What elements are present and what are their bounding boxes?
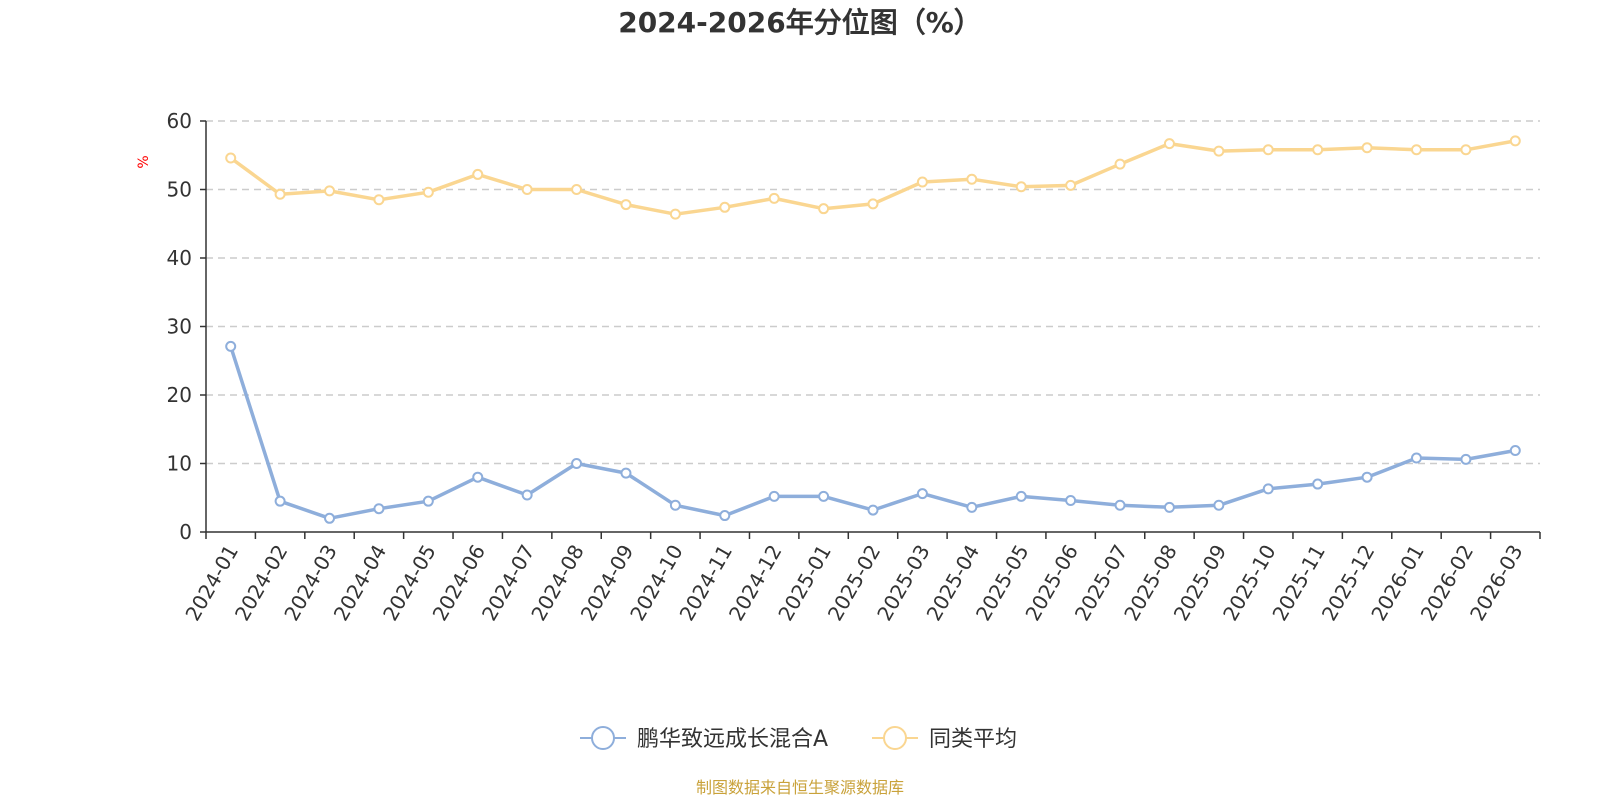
y-tick-label: 60 (167, 109, 192, 133)
legend[interactable]: 鹏华致远成长混合A 同类平均 (580, 726, 1017, 752)
data-point[interactable] (324, 512, 336, 524)
data-point[interactable] (1410, 144, 1422, 156)
data-point[interactable] (1361, 142, 1373, 154)
data-point[interactable] (225, 340, 237, 352)
data-point[interactable] (1065, 494, 1077, 506)
data-point[interactable] (818, 490, 830, 502)
data-point[interactable] (966, 173, 978, 185)
y-tick-label: 20 (167, 383, 192, 407)
series-line (229, 345, 1516, 521)
data-point[interactable] (916, 176, 928, 188)
data-point[interactable] (1213, 499, 1225, 511)
data-point[interactable] (324, 185, 336, 197)
data-point[interactable] (1312, 478, 1324, 490)
data-point[interactable] (669, 208, 681, 220)
data-point[interactable] (1163, 501, 1175, 513)
y-tick-label: 50 (167, 178, 192, 202)
data-point[interactable] (373, 503, 385, 515)
data-point[interactable] (1460, 144, 1472, 156)
legend-marker (883, 726, 907, 750)
data-point[interactable] (1410, 452, 1422, 464)
data-point[interactable] (818, 203, 830, 215)
data-point[interactable] (225, 152, 237, 164)
data-point[interactable] (867, 504, 879, 516)
data-point[interactable] (620, 467, 632, 479)
data-point[interactable] (768, 490, 780, 502)
gridlines (206, 120, 1540, 465)
data-point[interactable] (1114, 499, 1126, 511)
axes: 01020304050602024-012024-022024-032024-0… (167, 109, 1541, 625)
y-axis-unit: % (136, 155, 152, 168)
data-point[interactable] (719, 510, 731, 522)
data-point[interactable] (571, 458, 583, 469)
data-point[interactable] (521, 489, 533, 501)
data-point[interactable] (274, 495, 286, 507)
legend-label: 同类平均 (929, 727, 1017, 752)
data-point[interactable] (472, 471, 484, 483)
data-point[interactable] (1015, 181, 1027, 193)
data-point[interactable] (669, 499, 681, 511)
y-tick-label: 10 (167, 452, 192, 476)
data-point[interactable] (1163, 138, 1175, 150)
data-point[interactable] (1262, 483, 1274, 495)
data-point[interactable] (472, 168, 484, 180)
data-point[interactable] (1460, 453, 1472, 465)
data-point[interactable] (422, 495, 434, 507)
y-tick-label: 40 (167, 246, 192, 270)
chart-title: 2024-2026年分位图（%） (618, 6, 982, 39)
data-point[interactable] (768, 192, 780, 204)
data-point[interactable] (620, 199, 632, 211)
data-point[interactable] (373, 194, 385, 206)
legend-marker (591, 726, 615, 750)
data-point[interactable] (1015, 490, 1027, 502)
legend-item[interactable]: 同类平均 (872, 726, 1017, 752)
data-point[interactable] (521, 184, 533, 195)
data-point[interactable] (1312, 144, 1324, 156)
data-point[interactable] (274, 188, 286, 200)
data-point[interactable] (1114, 158, 1126, 170)
data-point[interactable] (1509, 444, 1521, 456)
data-point[interactable] (1262, 144, 1274, 156)
y-tick-label: 0 (179, 520, 192, 544)
data-point[interactable] (867, 198, 879, 210)
data-point[interactable] (1509, 135, 1521, 147)
legend-label: 鹏华致远成长混合A (637, 727, 828, 752)
data-point[interactable] (422, 186, 434, 198)
source-note: 制图数据来自恒生聚源数据库 (696, 778, 904, 797)
data-point[interactable] (1361, 471, 1373, 483)
data-point[interactable] (719, 201, 731, 213)
data-point[interactable] (1065, 179, 1077, 191)
data-point[interactable] (916, 488, 928, 500)
legend-item[interactable]: 鹏华致远成长混合A (580, 726, 828, 752)
series-lines (225, 135, 1521, 524)
y-tick-label: 30 (167, 315, 192, 339)
data-point[interactable] (571, 184, 583, 195)
data-point[interactable] (1213, 145, 1225, 157)
data-point[interactable] (966, 501, 978, 513)
